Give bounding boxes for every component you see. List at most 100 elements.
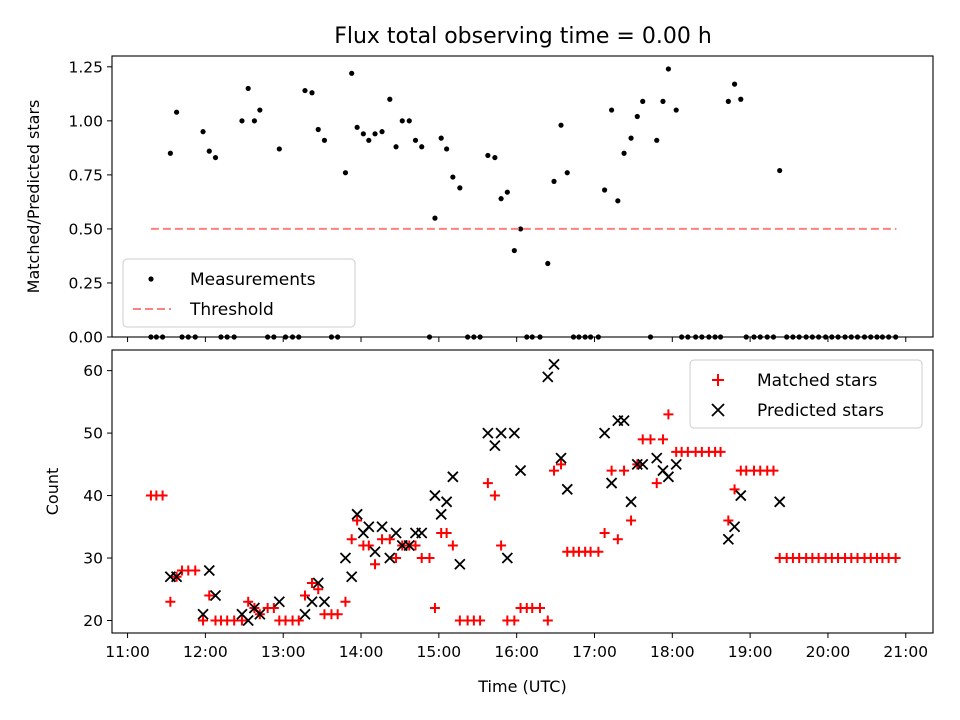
predicted-star-point bbox=[542, 371, 554, 383]
measurement-point bbox=[276, 146, 282, 152]
legend-label: Matched stars bbox=[757, 371, 877, 391]
measurement-point bbox=[621, 150, 627, 156]
predicted-star-point bbox=[435, 508, 447, 520]
measurement-point bbox=[366, 137, 372, 143]
matched-star-point bbox=[489, 490, 500, 501]
measurement-point bbox=[360, 131, 366, 137]
matched-star-point bbox=[542, 615, 553, 626]
predicted-star-point bbox=[203, 564, 215, 577]
predicted-star-point bbox=[170, 571, 183, 583]
y-axis-label: Count bbox=[43, 468, 62, 516]
matched-star-point bbox=[243, 596, 254, 607]
x-tick-label: 11:00 bbox=[105, 643, 150, 661]
matched-star-point bbox=[549, 465, 560, 476]
matched-star-point bbox=[715, 446, 726, 457]
matched-star-point bbox=[391, 553, 402, 564]
matched-star-point bbox=[363, 540, 374, 551]
y-axis-label: Matched/Predicted stars bbox=[24, 100, 43, 294]
measurement-point bbox=[342, 170, 349, 176]
measurement-point bbox=[511, 247, 517, 254]
predicted-star-point bbox=[440, 496, 453, 508]
y-tick-label: 40 bbox=[83, 487, 103, 505]
matched-star-point bbox=[729, 484, 740, 495]
matched-star-point bbox=[657, 434, 668, 445]
matched-star-point bbox=[424, 553, 435, 564]
measurement-point bbox=[640, 98, 646, 104]
matched-star-point bbox=[204, 590, 215, 601]
measurement-point bbox=[738, 96, 744, 102]
measurement-point bbox=[257, 107, 263, 113]
predicted-star-point bbox=[508, 427, 520, 439]
matched-star-point bbox=[535, 603, 546, 614]
measurement-point bbox=[321, 137, 328, 143]
predicted-star-point bbox=[561, 483, 573, 495]
predicted-star-point bbox=[351, 508, 363, 520]
matched-star-point bbox=[429, 603, 440, 614]
measurement-point bbox=[245, 85, 251, 92]
predicted-star-point bbox=[447, 471, 459, 483]
predicted-star-point bbox=[495, 427, 507, 439]
predicted-star-point bbox=[339, 552, 352, 564]
x-tick-label: 19:00 bbox=[728, 643, 773, 661]
measurement-point bbox=[517, 226, 524, 232]
legend-box bbox=[122, 258, 356, 328]
matched-star-point bbox=[651, 478, 662, 489]
measurement-point bbox=[167, 150, 173, 156]
y-tick-label: 0.75 bbox=[68, 166, 103, 184]
x-tick-label: 16:00 bbox=[494, 643, 539, 661]
x-tick-label: 17:00 bbox=[572, 643, 617, 661]
matched-star-point bbox=[619, 465, 630, 476]
matched-star-point bbox=[293, 615, 304, 626]
predicted-star-point bbox=[384, 552, 396, 564]
predicted-star-point bbox=[273, 596, 285, 608]
matched-star-point bbox=[190, 565, 201, 576]
top-axes: 0.00 0.25 0.50 0.75 1.00 1.25 Matched/Predicte… bbox=[24, 55, 934, 347]
matched-star-point bbox=[509, 615, 520, 626]
predicted-star-point bbox=[209, 589, 222, 602]
matched-star-point bbox=[157, 490, 168, 501]
predicted-star-point bbox=[454, 558, 466, 570]
y-tick-label: 0.25 bbox=[68, 274, 103, 292]
measurement-point bbox=[444, 146, 450, 152]
predicted-star-point bbox=[312, 577, 324, 589]
y-tick-label: 30 bbox=[83, 550, 103, 568]
legend-label: Measurements bbox=[190, 270, 316, 290]
predicted-star-point bbox=[637, 458, 649, 470]
matched-star-point bbox=[593, 546, 604, 557]
predicted-star-point bbox=[662, 471, 675, 483]
matched-star-point bbox=[299, 590, 310, 601]
y-tick-label: 1.25 bbox=[68, 58, 103, 76]
predicted-star-point bbox=[318, 596, 331, 608]
matched-star-point bbox=[890, 553, 901, 564]
predicted-star-point bbox=[670, 458, 682, 470]
measurement-point bbox=[558, 122, 564, 128]
measurement-point bbox=[615, 198, 621, 204]
measurement-point bbox=[432, 215, 438, 221]
measurement-point bbox=[634, 113, 640, 120]
measurement-point bbox=[315, 126, 321, 133]
predicted-star-point bbox=[346, 571, 358, 583]
predicted-star-point bbox=[369, 546, 381, 558]
measurement-point bbox=[173, 109, 180, 115]
measurement-point bbox=[419, 144, 425, 150]
matched-star-point bbox=[475, 615, 486, 626]
measurement-point bbox=[628, 135, 634, 141]
measurement-point bbox=[485, 152, 491, 159]
matched-star-point bbox=[340, 596, 351, 607]
matched-star-point bbox=[236, 615, 247, 626]
legend-box bbox=[689, 359, 923, 429]
matched-star-point bbox=[441, 528, 452, 539]
predicted-star-point bbox=[390, 527, 402, 539]
matched-star-point bbox=[268, 603, 279, 614]
measurement-point bbox=[379, 129, 385, 135]
predicted-star-point bbox=[625, 496, 637, 508]
matched-star-point bbox=[313, 584, 324, 595]
axes-frame bbox=[111, 349, 934, 634]
measurement-point bbox=[309, 90, 315, 96]
matched-star-point bbox=[768, 465, 779, 476]
y-tick-label: 0.50 bbox=[68, 220, 103, 238]
measurement-point bbox=[545, 260, 551, 267]
measurement-point bbox=[212, 154, 219, 161]
matched-star-point bbox=[645, 434, 656, 445]
